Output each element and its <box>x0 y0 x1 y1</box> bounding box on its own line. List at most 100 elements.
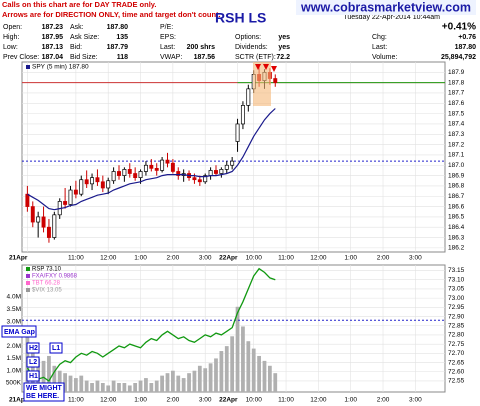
note: Calls on this chart are for DAY TRADE on… <box>2 0 156 9</box>
legend-marker <box>26 288 30 292</box>
date: Tuesday 22-Apr-2014 10:44am <box>343 14 440 21</box>
annotation: H1 <box>29 373 38 380</box>
y-tick-label: 73.15 <box>448 267 465 274</box>
info-value: 118 <box>117 54 128 61</box>
info-value: +0.76 <box>458 34 476 41</box>
info-label: Bid: <box>70 44 82 51</box>
volume-bar <box>170 370 175 392</box>
volume-bar <box>149 383 154 392</box>
x-tick-label: 12:00 <box>100 255 117 262</box>
candle-body <box>95 177 100 183</box>
volume-bar <box>224 346 229 392</box>
volume-bar <box>257 355 261 392</box>
y-tick-label: 187.8 <box>448 79 465 86</box>
x-tick-label: 21Apr <box>9 255 28 262</box>
volume-bar <box>41 360 46 392</box>
volume-bar <box>187 373 191 392</box>
candle-body <box>143 164 148 172</box>
candle-body <box>170 162 175 172</box>
info-label: Ask: <box>70 24 84 31</box>
candle-body <box>117 171 121 176</box>
x-tick-label: 3:00 <box>199 255 212 262</box>
y-tick-label: 187.4 <box>448 121 465 128</box>
info-value: yes <box>278 34 290 41</box>
info-value: 187.04 <box>42 54 64 61</box>
info-value: 187.95 <box>42 34 64 41</box>
candle-body <box>203 175 208 183</box>
candle-body <box>111 171 116 182</box>
y2-tick-label: 500K <box>6 380 22 387</box>
x-tick-label: 1:00 <box>134 255 147 262</box>
y-tick-label: 187.7 <box>448 90 465 97</box>
candle-body <box>240 105 245 125</box>
indicator-panel: 73.15 73.10 73.05 73.00 72.95 72.90 72.85 72.80… <box>6 264 465 404</box>
volume-bar <box>262 360 267 392</box>
ann-box <box>26 370 40 382</box>
info-value: 187.80 <box>107 24 129 31</box>
info-value: 187.79 <box>107 44 129 51</box>
url-box <box>296 0 476 15</box>
x-tick-label: 12:00 <box>310 397 327 404</box>
candle-body <box>219 169 224 174</box>
url[interactable]: www.cobrasmarketview.com <box>300 0 471 14</box>
candle-body <box>25 193 30 207</box>
y-tick-label: 187.9 <box>448 69 465 76</box>
y-tick-label: 72.55 <box>448 378 465 385</box>
info-value: 200 shrs <box>187 44 216 51</box>
info-value: 187.80 <box>455 44 477 51</box>
info-label: Low: <box>3 44 18 51</box>
x-tick-label: 2:00 <box>167 255 180 262</box>
candle-body <box>90 177 95 185</box>
ema-line <box>27 108 276 211</box>
volume-bar <box>160 375 164 392</box>
info-label: Dividends: <box>235 44 268 51</box>
candle-body <box>230 160 235 166</box>
info-label: Last: <box>372 44 387 51</box>
arrows <box>255 64 277 72</box>
annotation: L1 <box>52 345 60 352</box>
volume-bar <box>235 306 240 392</box>
info-label: Prev Close: <box>3 54 39 61</box>
info-value: yes <box>278 44 290 51</box>
y2-tick-label: 3.0M <box>7 318 21 325</box>
candle-body <box>192 177 197 181</box>
y-tick-label: 72.75 <box>448 341 465 348</box>
y-tick-label: 186.9 <box>448 172 465 179</box>
candle-body <box>273 78 278 84</box>
y-tick-label: 73.10 <box>448 276 465 283</box>
candle-body <box>214 170 218 174</box>
volume-bar <box>95 380 100 392</box>
volume-bar <box>203 368 208 392</box>
volume-bar <box>176 375 181 392</box>
volume-bar <box>47 355 51 392</box>
annotation: EMA Gap <box>4 329 35 336</box>
volume-bar <box>181 378 186 392</box>
plot-area <box>21 61 446 253</box>
volume-bar <box>100 383 105 392</box>
x-tick-label: 3:00 <box>409 255 422 262</box>
symbol: RSH LS <box>215 10 266 26</box>
candle-body <box>100 181 105 189</box>
volume-bar <box>138 380 143 392</box>
info-label: SCTR (ETF): <box>235 54 276 61</box>
ann-box <box>23 382 65 402</box>
volume-bar <box>219 351 224 392</box>
x-tick-label: 1:00 <box>134 397 147 404</box>
volume-bar <box>208 363 213 392</box>
legend: $VIX 13.05 <box>32 288 62 294</box>
x-tick-label: 11:00 <box>278 397 294 404</box>
y-tick-label: 187.6 <box>448 100 465 107</box>
candle-body <box>235 123 240 142</box>
volume-bar <box>144 378 148 392</box>
candle-body <box>208 170 213 176</box>
price-panel: 187.9 187.8 187.7 187.6 187.5 187.4 187.3 187.2… <box>9 61 465 262</box>
y2-tick-label: 1.0M <box>7 367 21 374</box>
volume-bar <box>90 383 94 392</box>
legend-marker <box>26 267 30 271</box>
x-tick-label: 12:00 <box>100 397 117 404</box>
x-tick-label: 3:00 <box>409 397 422 404</box>
candle-body <box>197 179 202 183</box>
x-tick-label: 11:00 <box>68 255 84 262</box>
legend: SPY (5 min) 187.80 <box>32 64 89 71</box>
